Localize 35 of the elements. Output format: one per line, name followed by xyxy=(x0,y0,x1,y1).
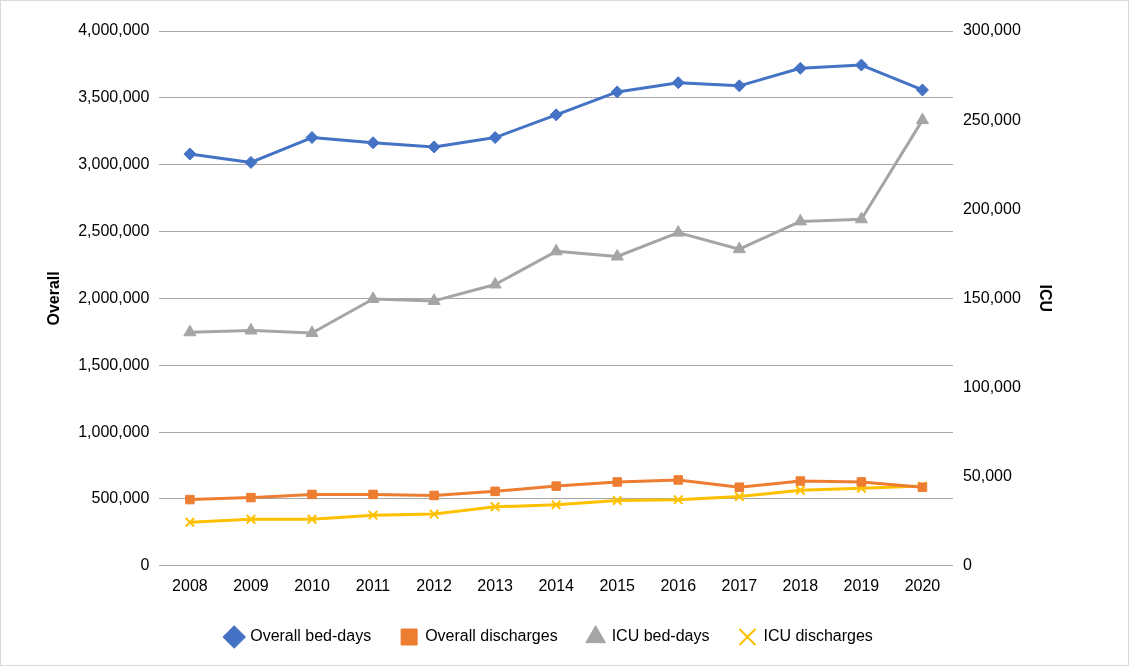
x-tick-label: 2008 xyxy=(172,576,208,594)
y2-tick-label: 300,000 xyxy=(962,21,1021,39)
legend-label: ICU bed-days xyxy=(611,627,710,645)
x-tick-label: 2015 xyxy=(599,576,636,594)
x-tick-label: 2014 xyxy=(538,576,575,594)
y-tick-label: 3,000,000 xyxy=(78,155,150,173)
y-tick-label: 4,000,000 xyxy=(78,21,150,39)
x-tick-label: 2009 xyxy=(233,576,269,594)
y-axis-title: Overall xyxy=(45,271,63,326)
y-tick-label: 1,500,000 xyxy=(78,355,150,373)
x-tick-label: 2011 xyxy=(355,576,391,594)
x-tick-label: 2010 xyxy=(294,576,330,594)
x-tick-label: 2013 xyxy=(477,576,514,594)
x-tick-label: 2020 xyxy=(904,576,941,594)
x-tick-label: 2018 xyxy=(782,576,819,594)
legend-label: Overall bed-days xyxy=(250,627,372,645)
x-tick-label: 2012 xyxy=(416,576,452,594)
y-tick-label: 2,500,000 xyxy=(78,221,150,239)
x-tick-label: 2016 xyxy=(660,576,697,594)
legend-label: ICU discharges xyxy=(763,627,873,645)
y2-tick-label: 250,000 xyxy=(962,110,1021,128)
legend-label: Overall discharges xyxy=(425,627,558,645)
y2-tick-label: 150,000 xyxy=(962,288,1021,306)
y2-tick-label: 0 xyxy=(962,556,972,574)
x-tick-label: 2017 xyxy=(721,576,758,594)
y-tick-label: 3,500,000 xyxy=(78,88,150,106)
y-tick-label: 0 xyxy=(140,556,150,574)
y2-tick-label: 50,000 xyxy=(962,467,1012,485)
y-tick-label: 2,000,000 xyxy=(78,288,150,306)
x-tick-label: 2019 xyxy=(843,576,880,594)
y-tick-label: 500,000 xyxy=(91,489,150,507)
y2-axis-title: ICU xyxy=(1036,284,1054,313)
y2-tick-label: 100,000 xyxy=(962,377,1021,395)
y2-tick-label: 200,000 xyxy=(962,199,1021,217)
y-tick-label: 1,000,000 xyxy=(78,422,150,440)
